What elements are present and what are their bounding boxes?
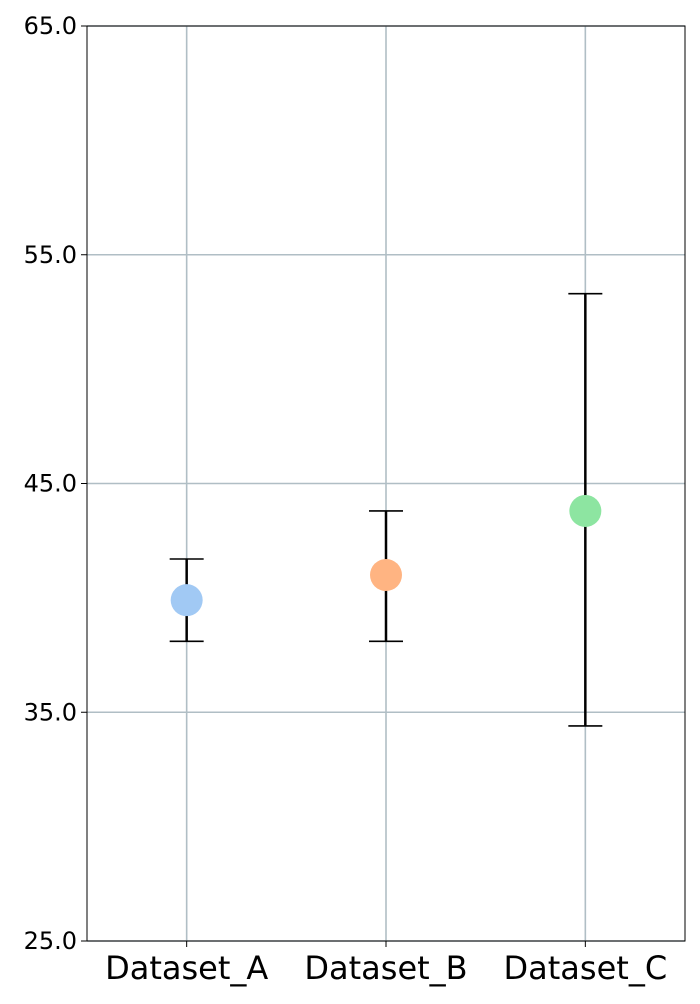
x-tick-label: Dataset_A xyxy=(105,949,268,987)
data-point-dataset-b xyxy=(370,559,402,591)
y-tick-label: 65.0 xyxy=(24,12,77,40)
x-tick-label: Dataset_B xyxy=(304,949,467,987)
point-layer xyxy=(170,494,602,617)
y-tick-label: 35.0 xyxy=(24,698,77,726)
data-point-dataset-c xyxy=(569,494,602,527)
y-tick-label: 25.0 xyxy=(24,927,77,955)
y-tick-label: 55.0 xyxy=(24,241,77,269)
tick-layer: 25.0 35.0 45.0 55.0 65.0 Dataset_A Dataset_B Da… xyxy=(24,12,668,987)
grid-layer xyxy=(87,25,685,942)
data-point-dataset-a xyxy=(170,584,203,617)
y-tick-label: 45.0 xyxy=(24,470,77,498)
x-tick-label: Dataset_C xyxy=(504,949,668,987)
